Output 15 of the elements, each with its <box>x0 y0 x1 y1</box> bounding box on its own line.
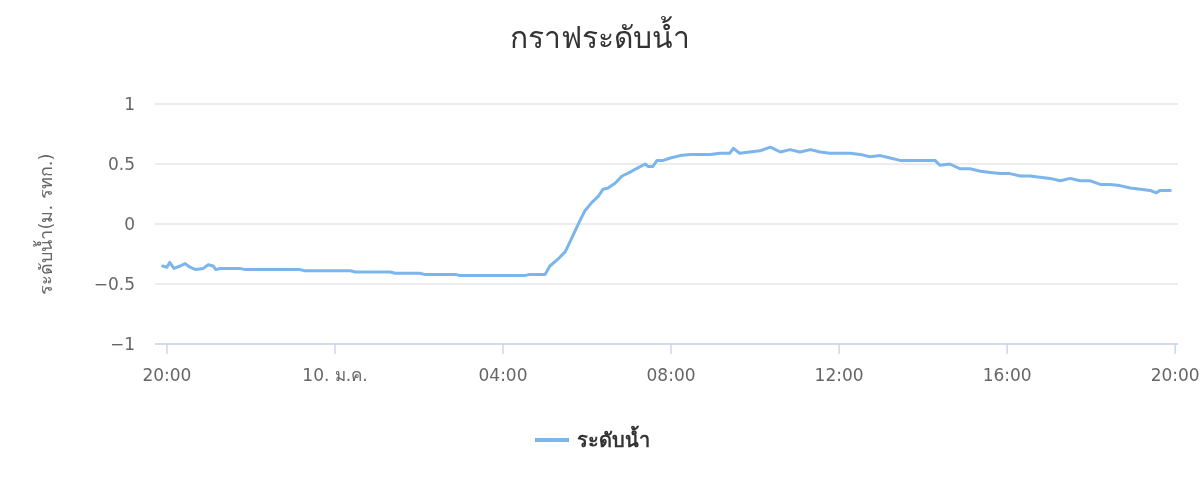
x-tick-label: 04:00 <box>478 365 528 385</box>
x-tick-label: 20:00 <box>142 365 192 385</box>
y-axis-title: ระดับน้ำ(ม. รทก.) <box>33 153 56 295</box>
y-tick-label: −0.5 <box>93 274 135 294</box>
x-tick-label: 08:00 <box>646 365 696 385</box>
x-tick-label: 20:00 <box>1150 365 1200 385</box>
y-tick-label: −1 <box>109 334 135 354</box>
legend-label: ระดับน้ำ <box>577 425 650 452</box>
y-tick-label: 0 <box>124 214 135 234</box>
y-tick-label: 0.5 <box>107 154 135 174</box>
y-tick-label: 1 <box>124 94 135 114</box>
x-tick-label: 16:00 <box>982 365 1032 385</box>
x-tick-label: 10. ม.ค. <box>302 365 368 385</box>
x-tick-label: 12:00 <box>814 365 864 385</box>
chart-title: กราฟระดับน้ำ <box>510 16 690 55</box>
